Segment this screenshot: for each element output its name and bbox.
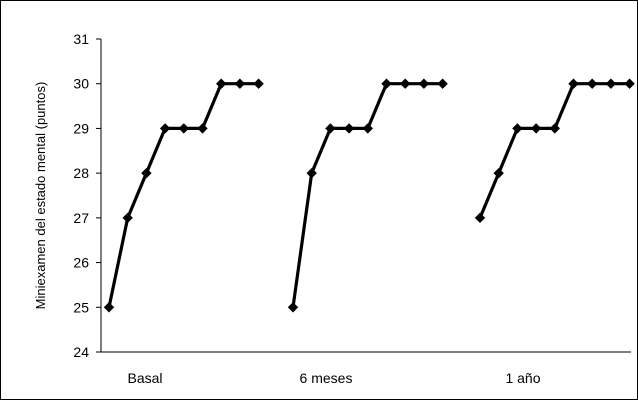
y-tick-label: 27 [73,210,89,226]
y-tick-label: 24 [73,344,89,360]
data-point-marker [306,167,317,179]
y-tick-label: 25 [73,299,89,315]
data-point-marker [287,302,299,313]
data-point-marker [587,78,598,89]
y-tick-label: 30 [73,76,89,92]
y-axis-title: Miniexamen del estado mental (puntos) [33,82,48,310]
x-category-label: 1 año [505,370,540,386]
data-point-marker [381,78,392,89]
data-point-marker [122,212,133,224]
data-point-marker [437,78,448,89]
data-point-marker [159,123,171,134]
data-point-marker [530,123,542,134]
data-point-marker [568,78,579,89]
data-point-marker [549,123,560,134]
data-point-marker [178,123,189,134]
series-line [107,82,259,308]
x-category-label: 6 meses [300,370,353,386]
data-point-marker [325,123,336,134]
x-category-label: Basal [127,370,162,386]
data-point-marker [474,212,486,224]
data-point-marker [253,78,264,89]
data-point-marker [343,123,355,134]
data-point-marker [103,302,115,313]
series-line [478,82,630,219]
data-point-marker [141,167,152,179]
data-point-marker [512,123,523,134]
y-tick-label: 26 [73,255,89,271]
data-point-marker [216,78,227,89]
data-point-marker [605,78,617,89]
data-point-marker [400,78,411,89]
data-point-marker [362,123,373,134]
data-point-marker [234,78,246,89]
series-line [291,82,443,308]
data-point-marker [624,78,635,89]
data-point-marker [418,78,430,89]
y-tick-label: 29 [73,120,89,136]
data-point-marker [197,123,208,134]
data-point-marker [493,167,504,179]
y-tick-label: 31 [73,31,89,47]
y-tick-label: 28 [73,165,89,181]
